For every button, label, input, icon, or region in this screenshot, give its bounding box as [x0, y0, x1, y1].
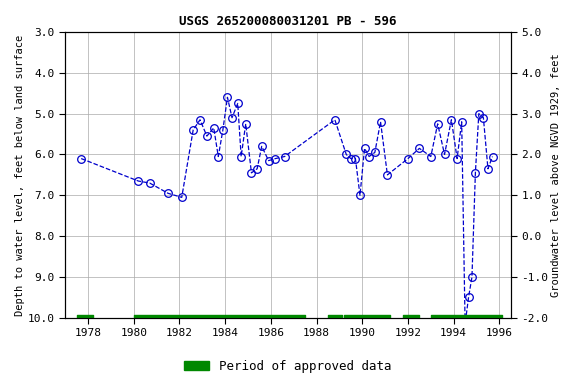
Y-axis label: Groundwater level above NGVD 1929, feet: Groundwater level above NGVD 1929, feet	[551, 53, 561, 297]
Title: USGS 265200080031201 PB - 596: USGS 265200080031201 PB - 596	[179, 15, 397, 28]
Legend: Period of approved data: Period of approved data	[179, 355, 397, 378]
Y-axis label: Depth to water level, feet below land surface: Depth to water level, feet below land su…	[15, 34, 25, 316]
